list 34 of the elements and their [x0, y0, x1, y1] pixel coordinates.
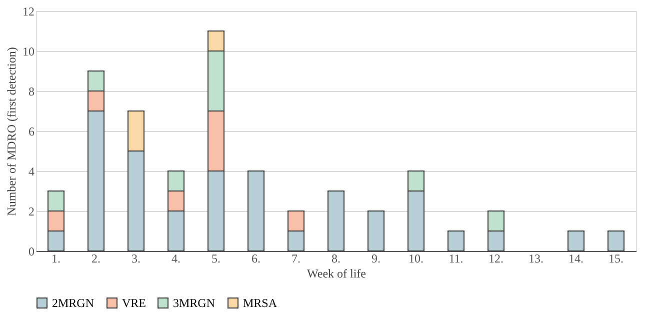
x-tick-label: 14.	[568, 252, 584, 266]
bar	[368, 210, 384, 252]
y-tick-label: 8	[28, 84, 34, 98]
legend-label: VRE	[122, 296, 146, 310]
x-tick-label: 7.	[292, 252, 300, 266]
y-axis-title: Number of MDRO (first detection)	[4, 47, 18, 216]
x-tick-label: 5.	[212, 252, 220, 266]
x-axis-title: Week of life	[306, 266, 366, 280]
x-tick-label: 3.	[132, 252, 140, 266]
bar	[608, 230, 624, 252]
x-tick-label: 13.	[528, 252, 544, 266]
x-tick-label: 8.	[332, 252, 340, 266]
x-tick-label: 1.	[52, 252, 60, 266]
bar	[328, 190, 344, 252]
bar	[448, 230, 464, 252]
x-tick-label: 15.	[608, 252, 624, 266]
x-tick-label: 4.	[172, 252, 180, 266]
y-tick-label: 4	[28, 164, 34, 178]
bar	[568, 230, 584, 252]
y-tick-label: 2	[28, 204, 34, 218]
x-tick-label: 9.	[372, 252, 380, 266]
x-tick-label: 2.	[92, 252, 100, 266]
y-tick-label: 12	[22, 4, 34, 18]
x-tick-label: 12.	[488, 252, 504, 266]
x-tick-label: 6.	[252, 252, 260, 266]
legend-label: 3MRGN	[173, 296, 216, 310]
y-tick-label: 0	[28, 244, 34, 258]
y-tick-label: 10	[22, 44, 34, 58]
bar	[248, 170, 264, 252]
x-tick-label: 10.	[408, 252, 424, 266]
x-tick-label: 11.	[448, 252, 464, 266]
legend-label: MRSA	[243, 296, 278, 310]
y-tick-label: 6	[28, 124, 34, 138]
legend-label: 2MRGN	[52, 296, 94, 310]
